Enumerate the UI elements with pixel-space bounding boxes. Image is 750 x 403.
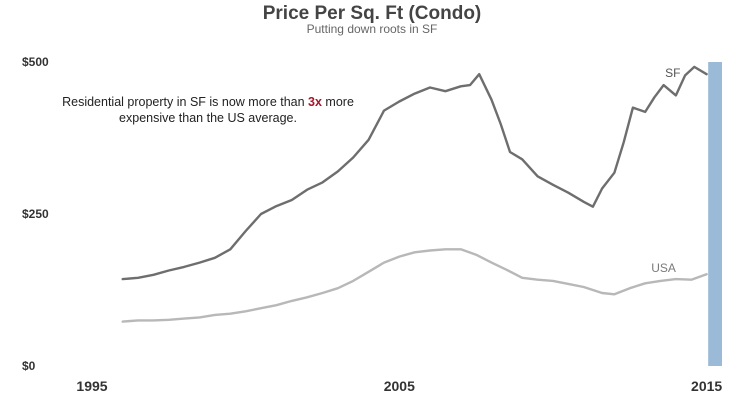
y-tick-label: $500	[22, 55, 49, 69]
chart-subtitle: Putting down roots in SF	[307, 22, 438, 36]
x-tick-label: 1995	[76, 378, 107, 394]
series-label-sf: SF	[665, 66, 680, 80]
annotation-line-1: Residential property in SF is now more t…	[62, 95, 354, 109]
series-line-usa	[121, 248, 708, 323]
y-tick-label: $250	[22, 207, 49, 221]
chart-title: Price Per Sq. Ft (Condo)	[263, 3, 482, 24]
x-tick-label: 2015	[691, 378, 722, 394]
series-label-usa: USA	[651, 261, 676, 275]
series-label-layer: SF USA	[651, 66, 680, 275]
highlight-band	[708, 62, 722, 366]
highlight-band-layer	[708, 62, 722, 366]
x-tick-label: 2005	[384, 378, 415, 394]
y-tick-label: $0	[22, 359, 36, 373]
annotation-highlight: 3x	[308, 95, 322, 109]
series-layer	[121, 65, 708, 323]
annotation-prefix: Residential property in SF is now more t…	[62, 95, 308, 109]
annotation-line-2: expensive than the US average.	[119, 111, 297, 125]
annotation-suffix: more	[322, 95, 354, 109]
series-line-sf	[121, 65, 708, 281]
x-axis-ticks: 1995 2005 2015	[76, 378, 722, 394]
y-axis-ticks: $0 $250 $500	[22, 55, 49, 373]
